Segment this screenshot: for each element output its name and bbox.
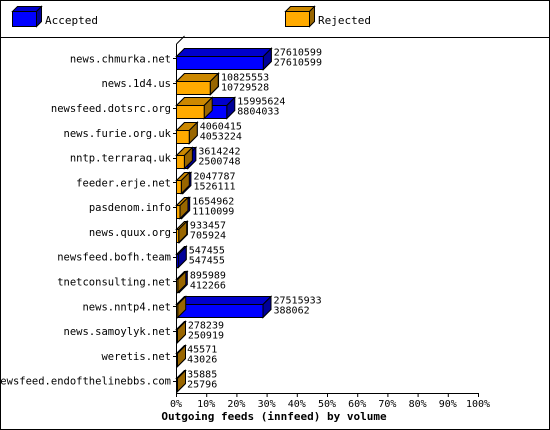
data-label-accepted: 15995624 bbox=[237, 97, 285, 108]
category-label: news.samoylyk.net bbox=[64, 326, 171, 338]
x-tick-label: 0% bbox=[170, 399, 182, 410]
x-tick-label: 20% bbox=[227, 399, 245, 410]
bar-rejected-front bbox=[176, 105, 205, 119]
bar-rejected-front bbox=[176, 229, 180, 243]
bar-rejected-front bbox=[176, 279, 179, 293]
x-tick-label: 90% bbox=[439, 399, 457, 410]
bar-rejected bbox=[175, 121, 199, 145]
bar-accepted bbox=[175, 245, 188, 269]
bar-accepted bbox=[175, 47, 273, 71]
bar-rejected-front bbox=[176, 304, 179, 318]
data-label-rejected: 4053224 bbox=[200, 132, 242, 143]
data-label-accepted: 895989 bbox=[190, 271, 226, 282]
data-label-rejected: 547455 bbox=[189, 256, 225, 267]
data-label-accepted: 10825553 bbox=[221, 73, 269, 84]
bar-rejected bbox=[175, 270, 188, 294]
bar-rejected-front bbox=[176, 378, 178, 392]
bar-rejected-front bbox=[176, 353, 178, 367]
data-label-rejected: 10729528 bbox=[221, 83, 269, 94]
bar-rejected-front bbox=[176, 205, 181, 219]
data-label-accepted: 35885 bbox=[187, 370, 217, 381]
x-tick-label: 40% bbox=[288, 399, 306, 410]
category-label: news.quux.org bbox=[89, 227, 171, 239]
x-tick-label: 30% bbox=[258, 399, 276, 410]
legend-swatch-rejected bbox=[284, 5, 316, 28]
data-label-accepted: 1654962 bbox=[192, 197, 234, 208]
category-label: pasdenom.info bbox=[89, 202, 171, 214]
data-label-accepted: 3614242 bbox=[198, 147, 240, 158]
category-label: news.chmurka.net bbox=[70, 53, 171, 65]
category-label: weretis.net bbox=[101, 351, 171, 363]
bar-accepted-top bbox=[175, 296, 273, 305]
data-label-accepted: 27515933 bbox=[274, 296, 322, 307]
category-label: news.nntp4.net bbox=[82, 301, 171, 313]
x-tick-label: 60% bbox=[348, 399, 366, 410]
legend-label-rejected: Rejected bbox=[318, 14, 371, 27]
category-label: nntp.terraraq.uk bbox=[70, 153, 172, 165]
legend: Accepted Rejected bbox=[11, 5, 371, 28]
data-label-accepted: 2047787 bbox=[193, 172, 235, 183]
x-tick-label: 10% bbox=[197, 399, 215, 410]
data-label-accepted: 45571 bbox=[187, 345, 217, 356]
bar-accepted-front bbox=[176, 254, 179, 268]
bar-accepted-top bbox=[175, 48, 273, 57]
data-label-rejected: 1110099 bbox=[192, 207, 234, 218]
data-label-accepted: 278239 bbox=[188, 321, 224, 332]
bar-accepted-front bbox=[176, 304, 264, 318]
bar-rejected bbox=[175, 220, 188, 244]
bar-accepted bbox=[175, 295, 273, 319]
x-tick-label: 50% bbox=[318, 399, 336, 410]
bar-rejected bbox=[175, 320, 187, 344]
data-label-rejected: 412266 bbox=[190, 281, 226, 292]
category-label: news.furie.org.uk bbox=[64, 128, 172, 140]
category-label: tnetconsulting.net bbox=[57, 276, 171, 288]
data-label-rejected: 25796 bbox=[187, 380, 217, 391]
category-label: feeder.erje.net bbox=[76, 177, 171, 189]
bar-rejected bbox=[175, 72, 220, 96]
bar-rejected bbox=[175, 96, 214, 120]
bar-accepted-front bbox=[176, 56, 264, 70]
legend-swatch-accepted-front bbox=[12, 11, 37, 27]
bar-rejected bbox=[175, 344, 187, 368]
data-label-rejected: 8804033 bbox=[237, 107, 279, 118]
bar-rejected bbox=[175, 369, 187, 393]
bar-rejected bbox=[175, 196, 190, 220]
plot-area: 0% 10% 20% 30% 40% 50% 60% 70% 80% 90% 100% news.ch… bbox=[0, 35, 490, 410]
legend-swatch-accepted bbox=[11, 5, 43, 28]
data-label-rejected: 2500748 bbox=[198, 157, 240, 168]
category-label: newsfeed.bofh.team bbox=[57, 252, 171, 264]
bar-rejected-front bbox=[176, 81, 211, 95]
bar-rejected bbox=[175, 146, 194, 170]
data-label-rejected: 388062 bbox=[274, 306, 310, 317]
data-label-rejected: 43026 bbox=[187, 355, 217, 366]
data-label-accepted: 4060415 bbox=[200, 122, 242, 133]
data-label-accepted: 933457 bbox=[190, 221, 226, 232]
bar-rejected bbox=[175, 171, 191, 195]
bar-rejected-front bbox=[176, 155, 185, 169]
bar-rejected-front bbox=[176, 180, 182, 194]
x-axis-label: Outgoing feeds (innfeed) by volume bbox=[161, 410, 387, 423]
y-axis-depth-line bbox=[176, 35, 185, 45]
bar-rejected-front bbox=[176, 329, 178, 343]
bar-rejected bbox=[175, 295, 187, 319]
legend-swatch-rejected-front bbox=[285, 11, 310, 27]
x-tick-label: 100% bbox=[466, 399, 490, 410]
data-label-rejected: 1526111 bbox=[193, 182, 235, 193]
data-label-rejected: 705924 bbox=[190, 231, 226, 242]
bar-rejected-front bbox=[176, 130, 190, 144]
data-label-rejected: 27610599 bbox=[274, 58, 322, 69]
x-tick-label: 70% bbox=[378, 399, 396, 410]
legend-label-accepted: Accepted bbox=[45, 14, 98, 27]
category-label: news.1d4.us bbox=[101, 78, 171, 90]
data-label-rejected: 250919 bbox=[188, 331, 224, 342]
category-label: newsfeed.dotsrc.org bbox=[51, 103, 171, 115]
x-tick-label: 80% bbox=[409, 399, 427, 410]
data-label-accepted: 547455 bbox=[189, 246, 225, 257]
data-label-accepted: 27610599 bbox=[274, 48, 322, 59]
category-label: newsfeed.endofthelinebbs.com bbox=[0, 376, 171, 388]
